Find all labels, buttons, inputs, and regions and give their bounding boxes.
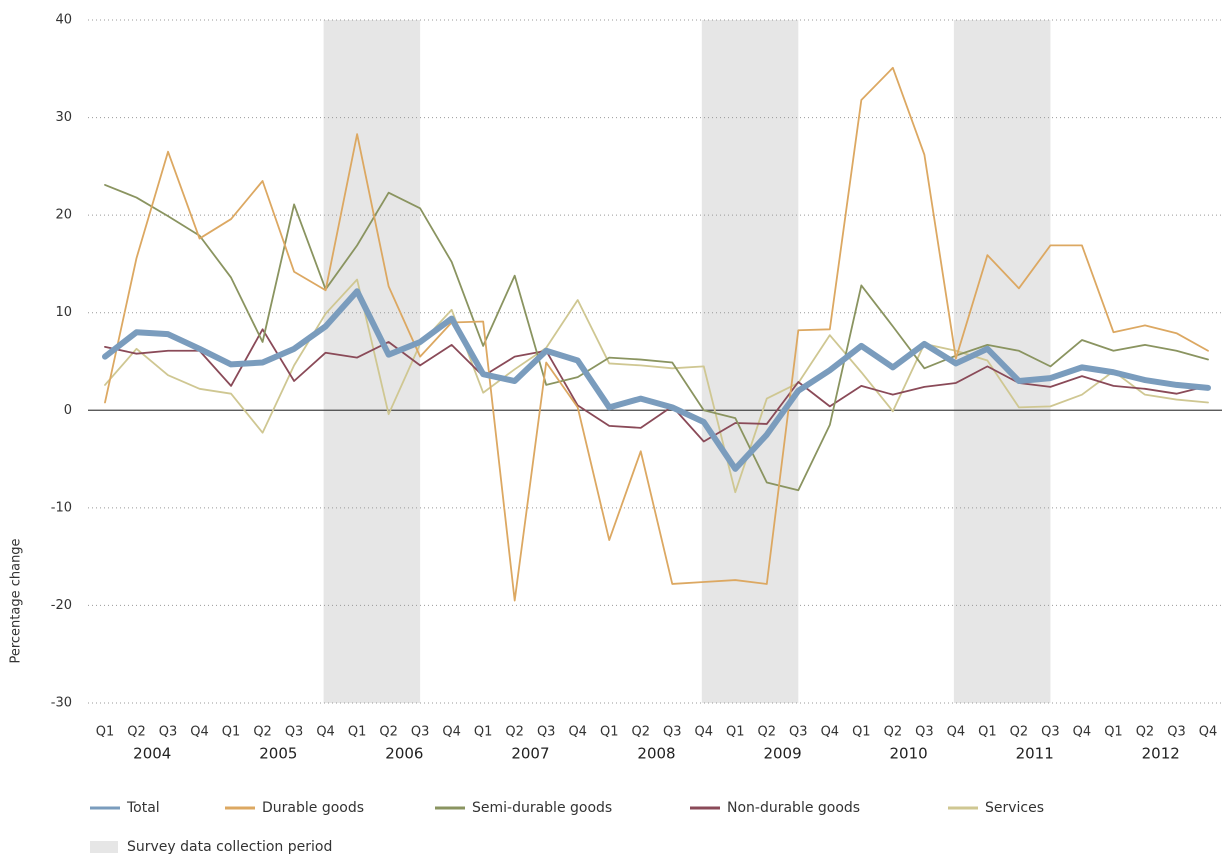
- x-tick-label: Q2: [379, 725, 398, 740]
- y-axis-title: Percentage change: [9, 538, 24, 663]
- legend-label: Non-durable goods: [727, 800, 860, 816]
- x-tick-label: Q3: [1167, 725, 1186, 740]
- series-line: [104, 66, 1209, 602]
- x-tick-label: Q4: [695, 725, 714, 740]
- y-tick-label: -30: [51, 696, 72, 711]
- legend-label: Survey data collection period: [127, 839, 332, 855]
- year-label: 2010: [890, 745, 928, 763]
- x-tick-label: Q3: [285, 725, 304, 740]
- y-tick-label: 20: [55, 208, 72, 223]
- survey-period-band: [701, 20, 799, 703]
- year-label: 2004: [133, 745, 171, 763]
- x-tick-label: Q1: [1104, 725, 1123, 740]
- x-tick-label: Q2: [505, 725, 524, 740]
- year-label: 2006: [385, 745, 423, 763]
- x-tick-label: Q1: [978, 725, 997, 740]
- year-label: 2011: [1016, 745, 1054, 763]
- x-tick-label: Q4: [1199, 725, 1218, 740]
- x-tick-label: Q4: [190, 725, 209, 740]
- x-tick-label: Q2: [1010, 725, 1029, 740]
- x-tick-label: Q2: [253, 725, 272, 740]
- x-tick-label: Q1: [222, 725, 241, 740]
- legend-swatch: [90, 841, 118, 853]
- x-tick-label: Q3: [789, 725, 808, 740]
- x-tick-label: Q4: [1073, 725, 1092, 740]
- legend-label: Services: [985, 800, 1044, 816]
- year-label: 2007: [511, 745, 549, 763]
- year-label: 2008: [637, 745, 675, 763]
- y-tick-label: 0: [64, 403, 72, 418]
- y-tick-label: -20: [51, 598, 72, 613]
- series-line: [102, 288, 1211, 472]
- x-tick-label: Q4: [947, 725, 966, 740]
- x-tick-label: Q2: [758, 725, 777, 740]
- x-tick-label: Q3: [915, 725, 934, 740]
- x-tick-label: Q2: [631, 725, 650, 740]
- series-line: [104, 328, 1209, 443]
- x-tick-label: Q1: [600, 725, 619, 740]
- year-label: 2012: [1142, 745, 1180, 763]
- survey-period-band: [323, 20, 421, 703]
- year-label: 2009: [763, 745, 801, 763]
- x-tick-label: Q1: [474, 725, 493, 740]
- x-tick-label: Q4: [568, 725, 587, 740]
- y-tick-label: 40: [55, 13, 72, 28]
- year-label: 2005: [259, 745, 297, 763]
- x-tick-label: Q2: [127, 725, 146, 740]
- x-tick-label: Q1: [852, 725, 871, 740]
- series-line: [104, 278, 1209, 494]
- x-tick-label: Q1: [726, 725, 745, 740]
- x-tick-label: Q4: [821, 725, 840, 740]
- x-tick-label: Q1: [96, 725, 115, 740]
- x-tick-label: Q3: [159, 725, 178, 740]
- x-tick-label: Q3: [663, 725, 682, 740]
- legend-label: Semi-durable goods: [472, 800, 612, 816]
- y-tick-label: 30: [55, 110, 72, 125]
- y-tick-label: 10: [55, 305, 72, 320]
- x-tick-label: Q3: [1041, 725, 1060, 740]
- x-tick-label: Q3: [411, 725, 430, 740]
- x-tick-label: Q4: [316, 725, 335, 740]
- x-tick-label: Q4: [442, 725, 461, 740]
- series-line: [104, 184, 1209, 492]
- legend-label: Durable goods: [262, 800, 364, 816]
- legend-label: Total: [126, 800, 160, 816]
- x-tick-label: Q1: [348, 725, 367, 740]
- y-tick-label: -10: [51, 500, 72, 515]
- x-tick-label: Q2: [1136, 725, 1155, 740]
- x-tick-label: Q2: [884, 725, 903, 740]
- x-tick-label: Q3: [537, 725, 556, 740]
